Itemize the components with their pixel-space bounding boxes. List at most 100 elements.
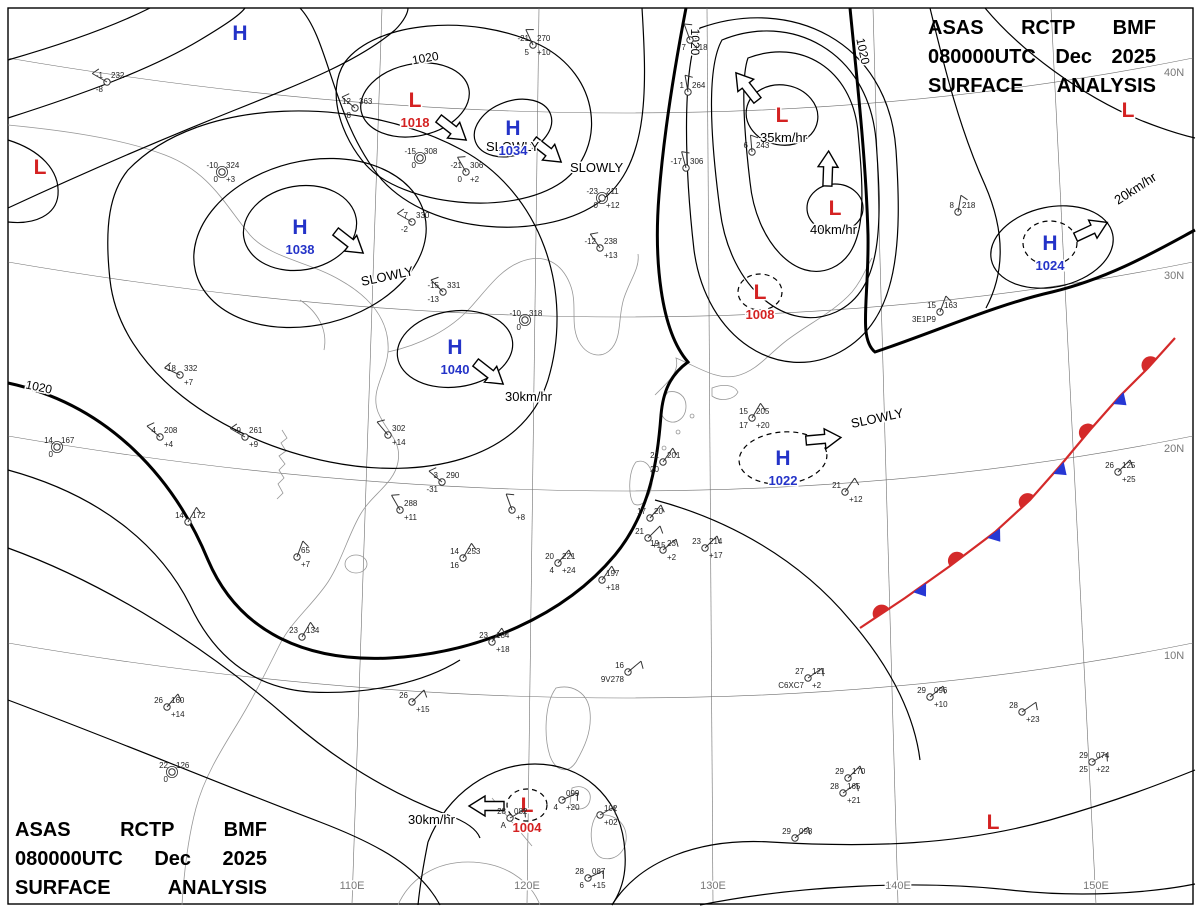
station-dewpoint: 16 xyxy=(450,561,459,570)
station-dewpoint: 6 xyxy=(580,881,585,890)
coastline xyxy=(344,554,368,574)
wind-barb-staff xyxy=(397,213,413,223)
cold-front-symbol xyxy=(1053,461,1067,476)
movement-arrow xyxy=(471,358,505,385)
longitude-label: 130E xyxy=(700,880,726,892)
pressure-center-value: 1022 xyxy=(769,473,798,488)
station-dewpoint: 0 xyxy=(164,775,169,784)
isobar xyxy=(193,157,427,329)
station-plot: 26 125 +25 xyxy=(1105,459,1136,484)
station-pressure: 330 xyxy=(416,211,430,220)
station-temp: 29 xyxy=(782,827,791,836)
wind-barb-staff xyxy=(847,765,861,779)
motion-label: 35km/hr xyxy=(760,130,808,145)
wind-barb-staff xyxy=(92,73,108,83)
station-plot: 6 243 xyxy=(744,134,770,156)
title-block-top-right: ASAS RCTP BMF 080000UTC Dec 2025 SURFACE… xyxy=(928,14,1156,101)
wind-barb-feather xyxy=(672,447,678,456)
isobar xyxy=(984,7,1196,139)
pressure-center-low: L xyxy=(1122,99,1135,122)
warm-front-symbol xyxy=(948,551,965,567)
grid-parallel xyxy=(7,261,1194,318)
coastline xyxy=(387,253,639,356)
product-name: ASAS RCTP BMF xyxy=(15,819,267,841)
station-plot: 14 167 0 xyxy=(44,436,75,459)
isobar xyxy=(710,30,880,319)
station-temp: -21 xyxy=(517,34,529,43)
wind-barb-staff xyxy=(627,660,642,673)
station-pressure: 201 xyxy=(667,451,681,460)
latitude-label: 10N xyxy=(1164,650,1184,662)
station-plot: -21 270 5 +10 xyxy=(517,29,551,57)
longitude-label: 110E xyxy=(340,880,365,892)
station-pressure: 126 xyxy=(176,761,190,770)
station-plot: 22 126 0 xyxy=(159,761,190,784)
station-plot: 14 172 xyxy=(175,506,206,526)
movement-arrow xyxy=(331,227,365,254)
wind-barb-staff xyxy=(647,525,661,539)
isobar xyxy=(335,24,593,204)
station-pressure: 253 xyxy=(467,547,481,556)
station-pressure: 165 xyxy=(847,782,861,791)
wind-barb-staff xyxy=(462,543,472,559)
wind-barb-staff xyxy=(301,622,311,638)
isobar xyxy=(611,769,1196,906)
latitude-label: 20N xyxy=(1164,443,1184,455)
station-plot: 21 201 20 xyxy=(650,447,681,474)
station-temp: 28 xyxy=(575,867,584,876)
station-pressure: 290 xyxy=(446,471,460,480)
wind-barb-staff xyxy=(166,693,179,708)
movement-arrow xyxy=(467,794,505,818)
station-tendency: +11 xyxy=(404,513,418,522)
movement-arrow xyxy=(529,136,563,163)
station-plot: 7 330 -2 xyxy=(396,208,430,234)
station-tendency: +23 xyxy=(1026,715,1040,724)
wind-barb-staff xyxy=(844,477,856,493)
station-tendency: +21 xyxy=(847,796,861,805)
wind-barb-feather xyxy=(659,525,664,534)
wind-barb-feather xyxy=(750,134,759,139)
wind-barb-staff xyxy=(525,29,534,46)
wind-barb-feather xyxy=(716,535,721,544)
station-pressure: 308 xyxy=(424,147,438,156)
wind-barb-feather xyxy=(1106,753,1108,762)
station-plot: 28 087 6 +15 xyxy=(575,867,606,890)
station-temp: 12 xyxy=(342,97,351,106)
coastline xyxy=(276,429,288,500)
station-plot: 197 +18 xyxy=(598,565,620,592)
pressure-center-high: H xyxy=(505,117,520,140)
station-plot: 15 163 3E1P9 xyxy=(912,295,958,324)
station-pressure: 23 xyxy=(667,539,676,548)
station-circle xyxy=(53,443,61,451)
isobar xyxy=(107,110,558,469)
valid-time: 080000UTC Dec 2025 xyxy=(928,46,1156,68)
station-plot: 288 +11 xyxy=(391,494,418,522)
wind-barb-staff xyxy=(164,367,181,376)
pressure-center-value: 1038 xyxy=(286,242,315,257)
wind-barb-feather xyxy=(681,151,690,154)
isobar xyxy=(360,62,470,138)
station-plot: +8 xyxy=(505,493,526,522)
station-temp: -12 xyxy=(584,237,596,246)
station-pressure: 363 xyxy=(359,97,373,106)
wind-barb-feather xyxy=(821,668,824,677)
isobar xyxy=(7,699,441,906)
station-plot: 21 +15 xyxy=(635,525,666,550)
wind-barb-staff xyxy=(704,535,718,549)
station-plot: 302 +14 xyxy=(376,419,406,447)
station-pressure: 65 xyxy=(301,546,310,555)
station-dewpoint: 0 xyxy=(412,161,417,170)
station-plot: 3 290 -31 xyxy=(426,467,460,494)
station-pressure: 121 xyxy=(812,667,826,676)
wind-barb-staff xyxy=(561,792,578,801)
station-pressure: 098 xyxy=(799,827,813,836)
wind-barb-feather xyxy=(859,765,864,774)
station-temp: 26 xyxy=(399,691,408,700)
wind-barb-staff xyxy=(1091,753,1107,763)
isobar xyxy=(743,51,863,273)
station-pressure: 306 xyxy=(470,161,484,170)
wind-barb-feather xyxy=(590,232,599,235)
wind-barb-staff xyxy=(929,685,944,698)
isobar xyxy=(7,547,481,839)
